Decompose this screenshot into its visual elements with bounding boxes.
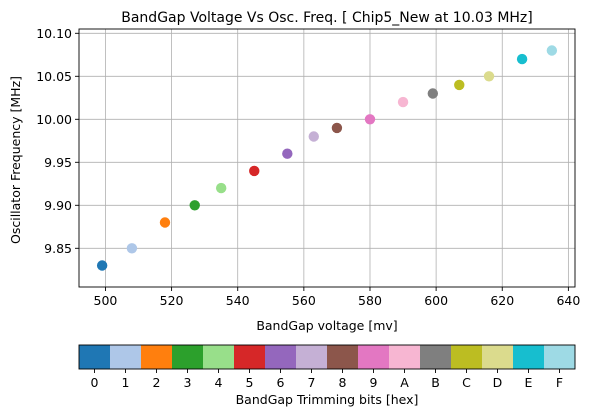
colorbar-tick-label: 2 [153,375,161,390]
y-tick-label: 10.00 [36,112,72,127]
data-point [331,122,343,134]
data-point [364,114,376,125]
data-point [215,182,227,194]
colorbar-ticks: 0 1 2 3 4 5 6 7 8 9 A B C D E F [91,369,563,390]
colorbar-tick-label: F [556,375,563,390]
colorbar-tick-label: 3 [184,375,192,390]
data-point [96,260,108,271]
x-tick-label: 640 [556,293,580,308]
x-tick-label: 600 [424,293,448,308]
data-point [427,88,439,99]
colorbar-swatch [420,345,452,369]
plot-frame [78,28,576,288]
x-tick-label: 500 [94,293,118,308]
data-point [249,165,260,177]
y-tick-label: 9.85 [44,241,72,256]
grid-lines [79,29,575,287]
y-axis-ticks: 9.85 9.90 9.95 10.00 10.05 10.10 [36,26,79,256]
x-tick-label: 540 [226,293,250,308]
colorbar-tick-label: 8 [339,375,347,390]
y-axis-label: Oscillator Frequency [MHz] [8,76,23,244]
colorbar-tick-label: E [525,375,533,390]
colorbar-label: BandGap Trimming bits [hex] [236,392,419,407]
colorbar-swatch [234,345,266,369]
colorbar-swatch [141,345,173,369]
colorbar-swatch [296,345,328,369]
colorbar-swatch [110,345,142,369]
data-point [308,131,319,142]
colorbar-swatch [451,345,483,369]
colorbar-swatch [513,345,545,369]
data-point [159,217,171,228]
colorbar-tick-label: 7 [308,375,316,390]
x-axis-label: BandGap voltage [mv] [256,318,397,333]
y-tick-label: 10.10 [36,26,72,41]
colorbar-frame [78,344,576,370]
data-points [96,45,558,271]
x-axis-ticks: 500 520 540 560 580 600 620 640 [94,287,580,308]
colorbar-tick-label: 5 [246,375,254,390]
data-point [126,243,138,254]
colorbar-tick-label: D [493,375,503,390]
y-tick-label: 9.95 [44,155,72,170]
colorbar-swatch [327,345,359,369]
x-tick-label: 580 [358,293,382,308]
data-point [282,148,293,159]
colorbar-swatch [203,345,235,369]
colorbar-swatch [265,345,297,369]
colorbar-tick-label: 1 [122,375,130,390]
data-point [397,96,409,108]
colorbar [78,344,576,370]
colorbar-tick-label: C [462,375,471,390]
colorbar-tick-label: 0 [91,375,99,390]
colorbar-swatch [544,345,576,369]
y-tick-label: 9.90 [44,198,72,213]
colorbar-tick-label: 6 [277,375,285,390]
colorbar-swatch [358,345,390,369]
data-point [483,71,495,82]
colorbar-tick-label: A [400,375,409,390]
x-tick-label: 620 [490,293,514,308]
y-tick-label: 10.05 [36,69,72,84]
colorbar-swatch [389,345,421,369]
colorbar-swatch [482,345,514,369]
colorbar-tick-label: 9 [370,375,378,390]
data-point [546,45,558,56]
data-point [189,200,200,211]
chart-title: BandGap Voltage Vs Osc. Freq. [ Chip5_Ne… [121,10,532,26]
colorbar-tick-label: 4 [215,375,223,390]
colorbar-swatch [172,345,204,369]
x-tick-label: 520 [160,293,184,308]
colorbar-swatch [79,345,111,369]
colorbar-tick-label: B [431,375,440,390]
data-point [516,53,528,65]
data-point [454,79,465,91]
x-tick-label: 560 [292,293,316,308]
